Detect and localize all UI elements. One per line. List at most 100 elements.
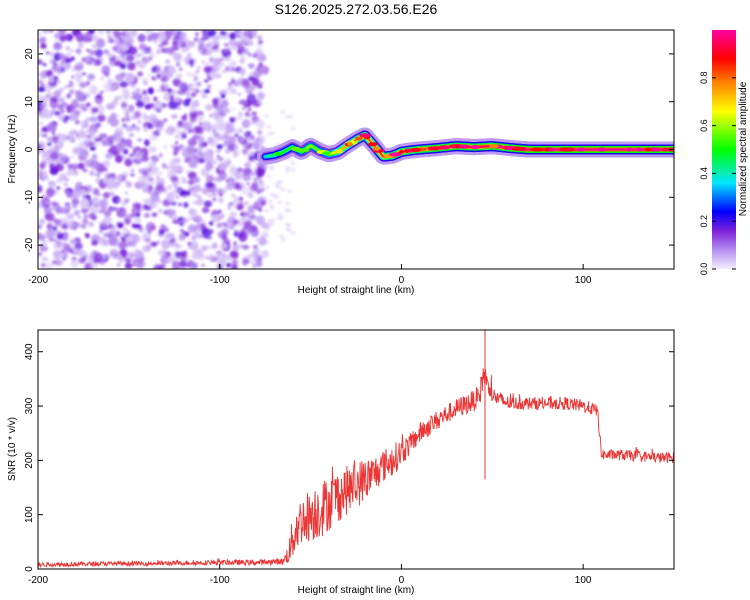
noise-blob (43, 63, 47, 67)
noise-blob (55, 240, 62, 246)
noise-blob (114, 181, 121, 187)
track-hotspot (511, 146, 525, 151)
noise-blob (249, 172, 253, 176)
noise-blob (225, 263, 231, 268)
colorbar-tick-label: 0.8 (699, 72, 709, 85)
noise-blob (195, 32, 199, 37)
noise-blob (244, 111, 250, 117)
noise-blob (134, 250, 144, 259)
noise-blob (105, 153, 113, 159)
noise-blob (179, 260, 187, 268)
snr-xtick-label: -200 (28, 575, 48, 586)
track-hotspot (453, 144, 460, 149)
noise-blob (52, 225, 58, 232)
noise-blob (196, 194, 202, 199)
noise-blob (61, 248, 65, 254)
noise-blob (260, 188, 265, 192)
noise-blob (227, 216, 235, 223)
noise-blob (95, 172, 101, 177)
noise-blob (98, 133, 108, 139)
noise-blob (243, 152, 247, 156)
noise-blob (53, 90, 62, 98)
noise-blob (194, 88, 200, 94)
noise-blob (213, 125, 219, 129)
noise-blob (171, 114, 178, 119)
noise-blob (63, 182, 69, 187)
snr-xtick-label: 100 (575, 575, 592, 586)
noise-blob (38, 202, 42, 208)
noise-blob (137, 120, 142, 123)
noise-blob (116, 262, 122, 268)
noise-blob (51, 201, 60, 207)
noise-blob (202, 121, 212, 131)
noise-blob (131, 123, 136, 129)
noise-blob (219, 57, 224, 62)
noise-blob (153, 96, 158, 102)
noise-blob (165, 166, 171, 170)
noise-blob (243, 212, 249, 218)
noise-blob (208, 41, 215, 48)
noise-blob (162, 118, 168, 122)
noise-blob (156, 49, 162, 54)
noise-blob (66, 52, 71, 57)
noise-blob (193, 77, 198, 82)
noise-blob (137, 71, 144, 77)
noise-blob (232, 245, 238, 251)
noise-blob (251, 111, 257, 116)
spectrogram-noise (38, 30, 296, 269)
noise-blob (142, 185, 149, 191)
noise-blob (133, 92, 143, 101)
noise-blob (46, 124, 56, 131)
noise-blob (131, 241, 137, 247)
snr-line (38, 368, 674, 569)
noise-blob (146, 185, 154, 192)
noise-blob (238, 230, 248, 242)
noise-blob (253, 69, 263, 78)
noise-blob (76, 135, 83, 141)
noise-blob (66, 213, 75, 220)
noise-blob (216, 255, 220, 260)
snr-series (38, 330, 674, 569)
spectrogram-y-label: Frequency (Hz) (7, 115, 18, 184)
noise-blob (187, 131, 192, 134)
noise-blob (168, 196, 171, 199)
noise-blob (194, 37, 199, 42)
noise-blob (191, 100, 200, 108)
noise-blob (166, 253, 170, 258)
noise-blob (62, 118, 68, 124)
noise-blob (51, 259, 59, 265)
noise-blob (94, 48, 104, 58)
noise-blob (142, 95, 151, 104)
track-hotspot (399, 149, 404, 154)
noise-blob (107, 34, 112, 39)
noise-blob (206, 245, 213, 250)
noise-blob (200, 43, 205, 47)
noise-blob (229, 32, 237, 40)
noise-blob (181, 252, 187, 258)
noise-blob (73, 106, 78, 110)
noise-blob (134, 217, 142, 223)
noise-blob (247, 191, 254, 199)
noise-blob (227, 207, 231, 211)
noise-blob (45, 262, 53, 269)
noise-blob (97, 192, 101, 197)
noise-blob (234, 171, 243, 180)
noise-blob (178, 202, 182, 207)
noise-blob (85, 117, 90, 121)
noise-blob (170, 201, 177, 206)
noise-blob (144, 57, 150, 63)
noise-blob (250, 136, 255, 139)
track-hotspot (597, 147, 606, 152)
noise-blob (83, 159, 92, 166)
noise-blob (204, 155, 213, 162)
noise-blob (225, 149, 230, 152)
noise-blob (150, 166, 158, 175)
noise-blob (125, 181, 132, 189)
spectrogram-xtick-label: -100 (210, 275, 230, 286)
noise-blob (233, 196, 240, 202)
noise-blob (179, 217, 189, 224)
noise-blob (98, 209, 106, 214)
noise-blob (168, 66, 177, 75)
noise-blob (243, 132, 248, 137)
noise-blob (247, 63, 255, 69)
